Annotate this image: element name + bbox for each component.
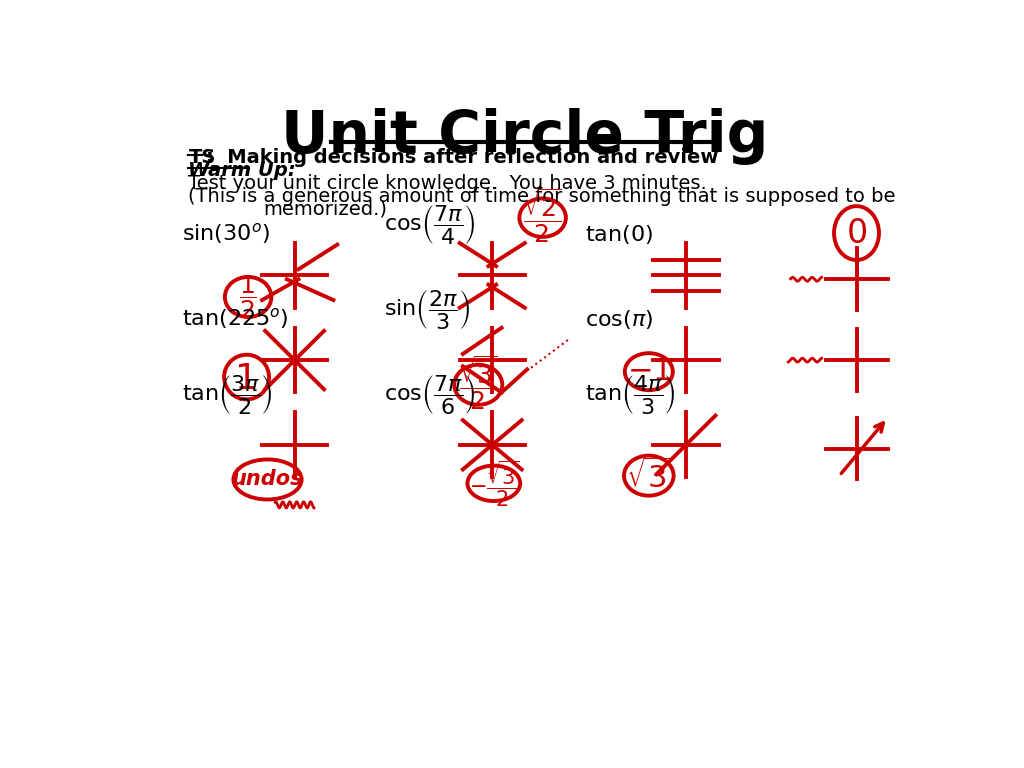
Text: Warm Up:: Warm Up: bbox=[188, 161, 296, 180]
Text: $\tan\!\left(\dfrac{3\pi}{2}\right)$: $\tan\!\left(\dfrac{3\pi}{2}\right)$ bbox=[182, 372, 273, 415]
Text: $\tan\!\left(0\right)$: $\tan\!\left(0\right)$ bbox=[586, 223, 653, 247]
Text: (This is a generous amount of time for something that is supposed to be: (This is a generous amount of time for s… bbox=[188, 187, 896, 206]
Text: $\tan\!\left(225^o\right)$: $\tan\!\left(225^o\right)$ bbox=[182, 306, 289, 331]
Text: $\dfrac{1}{2}$: $\dfrac{1}{2}$ bbox=[240, 273, 257, 321]
Text: $\sin\!\left(30^o\right)$: $\sin\!\left(30^o\right)$ bbox=[182, 221, 270, 247]
Text: Test your unit circle knowledge.  You have 3 minutes.: Test your unit circle knowledge. You hav… bbox=[188, 174, 708, 193]
Text: undos: undos bbox=[231, 469, 303, 489]
Text: :  Making decisions after reflection and review: : Making decisions after reflection and … bbox=[206, 148, 718, 167]
Text: $\sqrt{3}$: $\sqrt{3}$ bbox=[626, 458, 672, 494]
Text: $\sin\!\left(\dfrac{2\pi}{3}\right)$: $\sin\!\left(\dfrac{2\pi}{3}\right)$ bbox=[384, 288, 470, 331]
Text: $\dfrac{\sqrt{2}}{2}$: $\dfrac{\sqrt{2}}{2}$ bbox=[523, 187, 562, 245]
Text: $\cos\!\left(\pi\right)$: $\cos\!\left(\pi\right)$ bbox=[586, 308, 653, 331]
Text: $\cos\!\left(\dfrac{7\pi}{4}\right)$: $\cos\!\left(\dfrac{7\pi}{4}\right)$ bbox=[384, 204, 475, 247]
Text: $-\dfrac{\sqrt{3}}{2}$: $-\dfrac{\sqrt{3}}{2}$ bbox=[469, 458, 519, 508]
Text: $\dfrac{\sqrt{3}}{2}$: $\dfrac{\sqrt{3}}{2}$ bbox=[459, 354, 498, 412]
Text: $\cos\!\left(\dfrac{7\pi}{6}\right)$: $\cos\!\left(\dfrac{7\pi}{6}\right)$ bbox=[384, 372, 475, 415]
Text: $0$: $0$ bbox=[846, 217, 867, 250]
Text: $\tan\!\left(\dfrac{4\pi}{3}\right)$: $\tan\!\left(\dfrac{4\pi}{3}\right)$ bbox=[586, 372, 676, 415]
Text: Unit Circle Trig: Unit Circle Trig bbox=[282, 108, 768, 164]
Text: memorized.): memorized.) bbox=[263, 199, 388, 218]
Text: $1$: $1$ bbox=[234, 362, 256, 396]
Text: TS: TS bbox=[188, 148, 216, 167]
Text: $-1$: $-1$ bbox=[627, 357, 671, 386]
